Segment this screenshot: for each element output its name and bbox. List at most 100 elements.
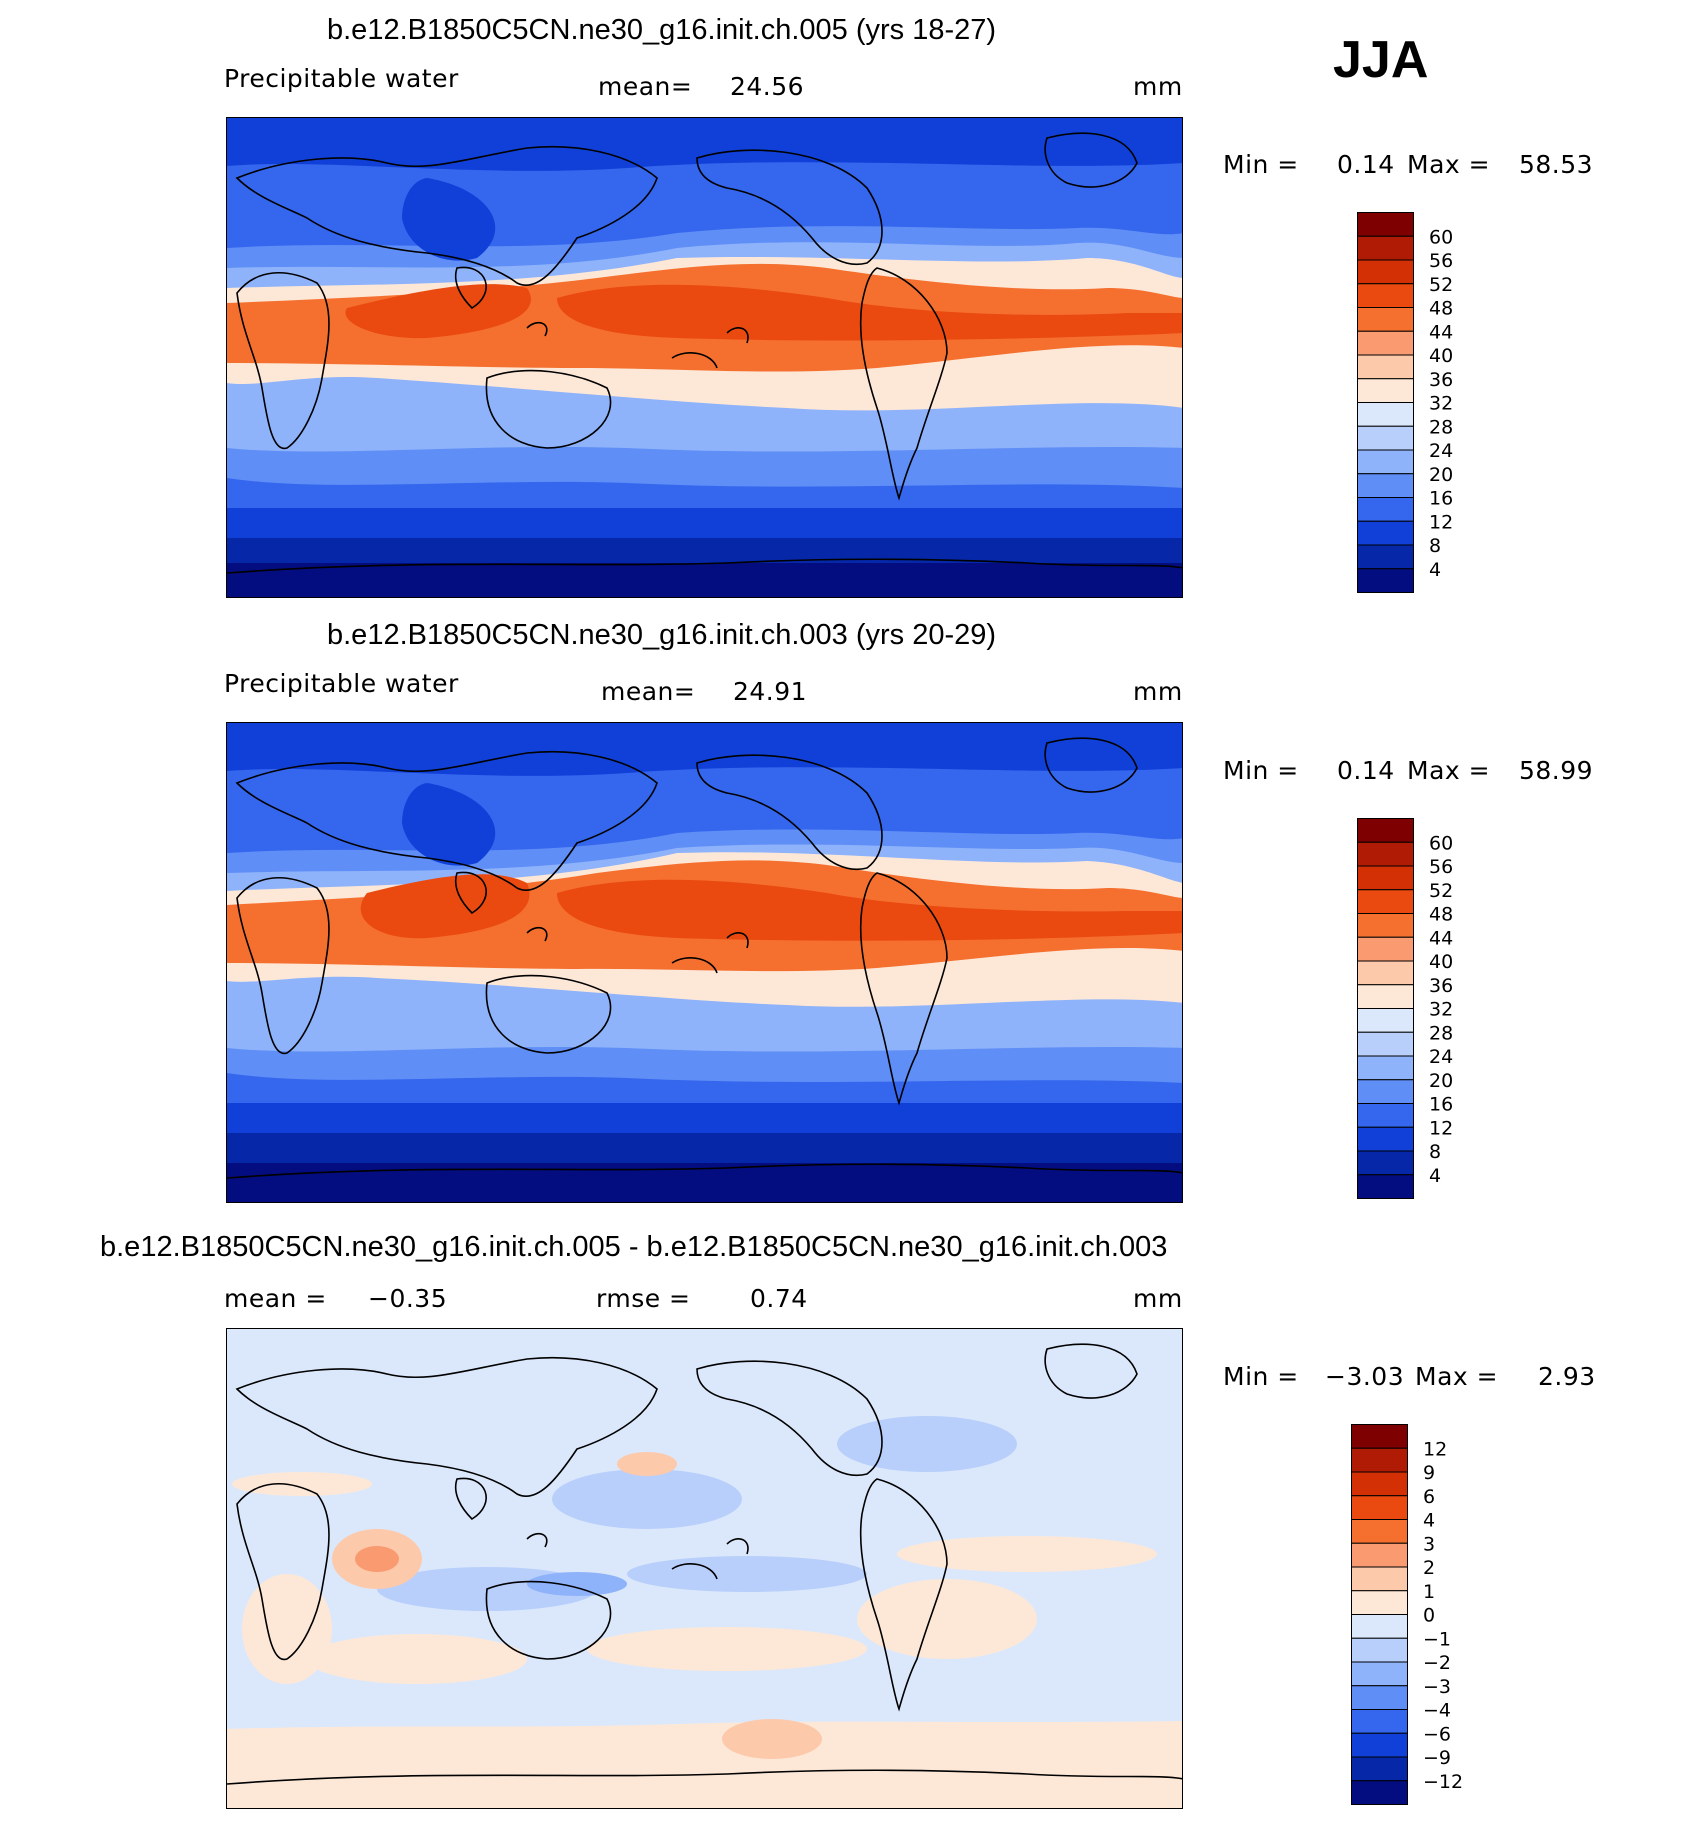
panel-3-max-label: Max = (1415, 1362, 1499, 1391)
colorbar-tick-label: 12 (1429, 1117, 1453, 1139)
colorbar-swatch (1351, 1637, 1408, 1663)
colorbar-tick-label: 6 (1423, 1486, 1435, 1508)
colorbar-tick-label: 12 (1429, 511, 1453, 533)
panel-3-rmse-value: 0.74 (750, 1284, 808, 1313)
colorbar-swatch (1351, 1685, 1408, 1710)
colorbar-tick-label: 36 (1429, 369, 1453, 391)
colorbar-tick-label: 8 (1429, 535, 1441, 557)
colorbar-swatch (1357, 1031, 1414, 1057)
colorbar-swatch (1351, 1614, 1408, 1639)
colorbar-tick-label: 32 (1429, 999, 1453, 1021)
panel-1-min-label: Min = (1223, 150, 1299, 179)
colorbar-tick-label: 16 (1429, 488, 1453, 510)
colorbar-tick-label: 4 (1423, 1510, 1435, 1532)
colorbar-swatch (1357, 425, 1414, 451)
panel-2-variable: Precipitable water (224, 669, 459, 698)
colorbar-swatch (1351, 1566, 1408, 1592)
panel-1-mean-value: 24.56 (730, 72, 805, 101)
colorbar-tick-label: 28 (1429, 416, 1453, 438)
colorbar-swatch (1351, 1471, 1408, 1497)
difference-contours (227, 1329, 1182, 1808)
colorbar-tick-label: 20 (1429, 1070, 1453, 1092)
colorbar-swatch (1351, 1780, 1408, 1805)
colorbar-tick-label: 3 (1423, 1533, 1435, 1555)
panel-3-map (226, 1328, 1183, 1809)
panel-1-max-label: Max = (1407, 150, 1491, 179)
colorbar-swatch (1351, 1447, 1408, 1473)
colorbar-swatch (1357, 889, 1414, 914)
colorbar-swatch (1351, 1519, 1408, 1544)
colorbar-swatch (1357, 378, 1414, 403)
colorbar-tick-label: −4 (1423, 1700, 1451, 1722)
panel-2-units: mm (1133, 677, 1183, 706)
colorbar-swatch (1357, 841, 1414, 867)
coastlines (227, 1343, 1182, 1785)
colorbar-tick-label: 1 (1423, 1581, 1435, 1603)
colorbar-tick-label: 24 (1429, 440, 1453, 462)
panel-2-min-value: 0.14 (1337, 756, 1395, 785)
panel-2-max-value: 58.99 (1519, 756, 1594, 785)
colorbar-tick-label: 52 (1429, 274, 1453, 296)
colorbar-swatch (1357, 818, 1414, 843)
colorbar-swatch (1357, 544, 1414, 570)
colorbar-swatch (1351, 1756, 1408, 1782)
colorbar-tick-label: 56 (1429, 856, 1453, 878)
colorbar-swatch (1357, 354, 1414, 380)
colorbar-swatch (1357, 865, 1414, 891)
panel-1-max-value: 58.53 (1519, 150, 1594, 179)
panel-3-min-value: −3.03 (1325, 1362, 1405, 1391)
colorbar-swatch (1351, 1590, 1408, 1615)
field-contours (227, 723, 1182, 1202)
colorbar-tick-label: 48 (1429, 298, 1453, 320)
colorbar-swatch (1351, 1495, 1408, 1520)
panel-1-mean-label: mean= (598, 72, 693, 101)
colorbar-swatch (1357, 330, 1414, 356)
colorbar-swatch (1357, 307, 1414, 332)
colorbar-tick-label: −3 (1423, 1676, 1451, 1698)
colorbar-tick-label: 40 (1429, 345, 1453, 367)
panel-1-map (226, 117, 1183, 598)
colorbar-tick-label: 4 (1429, 559, 1441, 581)
colorbar-swatch (1357, 1174, 1414, 1199)
season-label: JJA (1333, 31, 1429, 89)
panel-1-min-value: 0.14 (1337, 150, 1395, 179)
colorbar-swatch (1357, 1079, 1414, 1104)
panel-3-max-value: 2.93 (1538, 1362, 1596, 1391)
colorbar-swatch (1357, 1008, 1414, 1033)
colorbar-tick-label: 52 (1429, 880, 1453, 902)
colorbar-swatch (1357, 497, 1414, 522)
field-contours (227, 118, 1182, 597)
panel-2-mean-value: 24.91 (733, 677, 808, 706)
colorbar-tick-label: −12 (1423, 1771, 1463, 1793)
colorbar-tick-label: 4 (1429, 1165, 1441, 1187)
colorbar-swatch (1357, 212, 1414, 237)
colorbar-tick-label: −2 (1423, 1652, 1451, 1674)
colorbar-swatch (1357, 473, 1414, 498)
colorbar-tick-label: −1 (1423, 1628, 1451, 1650)
colorbar-tick-label: 12 (1423, 1438, 1447, 1460)
panel-1-variable: Precipitable water (224, 64, 459, 93)
panel-2-title: b.e12.B1850C5CN.ne30_g16.init.ch.003 (yr… (327, 619, 997, 651)
colorbar-swatch (1357, 913, 1414, 938)
colorbar-tick-label: −6 (1423, 1723, 1451, 1745)
colorbar-tick-label: 32 (1429, 393, 1453, 415)
colorbar-swatch (1357, 235, 1414, 261)
panel-3-min-label: Min = (1223, 1362, 1299, 1391)
panel-2-min-label: Min = (1223, 756, 1299, 785)
colorbar-tick-label: 0 (1423, 1605, 1435, 1627)
colorbar-panel-1: 60 56 52 48 44 40 36 32 28 24 20 16 12 8 4 (1357, 212, 1487, 594)
colorbar-tick-label: 48 (1429, 904, 1453, 926)
colorbar-swatch (1357, 402, 1414, 427)
colorbar-swatch (1351, 1709, 1408, 1734)
colorbar-tick-label: 60 (1429, 226, 1453, 248)
colorbar-tick-label: 56 (1429, 250, 1453, 272)
colorbar-panel-2: 60 56 52 48 44 40 36 32 28 24 20 16 12 8 4 (1357, 818, 1487, 1200)
panel-3-mean-label: mean = (224, 1284, 327, 1313)
panel-2-map (226, 722, 1183, 1203)
colorbar-swatch (1357, 283, 1414, 308)
colorbar-swatch (1351, 1542, 1408, 1568)
colorbar-swatch (1357, 1103, 1414, 1128)
colorbar-tick-label: 36 (1429, 975, 1453, 997)
panel-2-mean-label: mean= (601, 677, 696, 706)
colorbar-swatch (1357, 1126, 1414, 1152)
